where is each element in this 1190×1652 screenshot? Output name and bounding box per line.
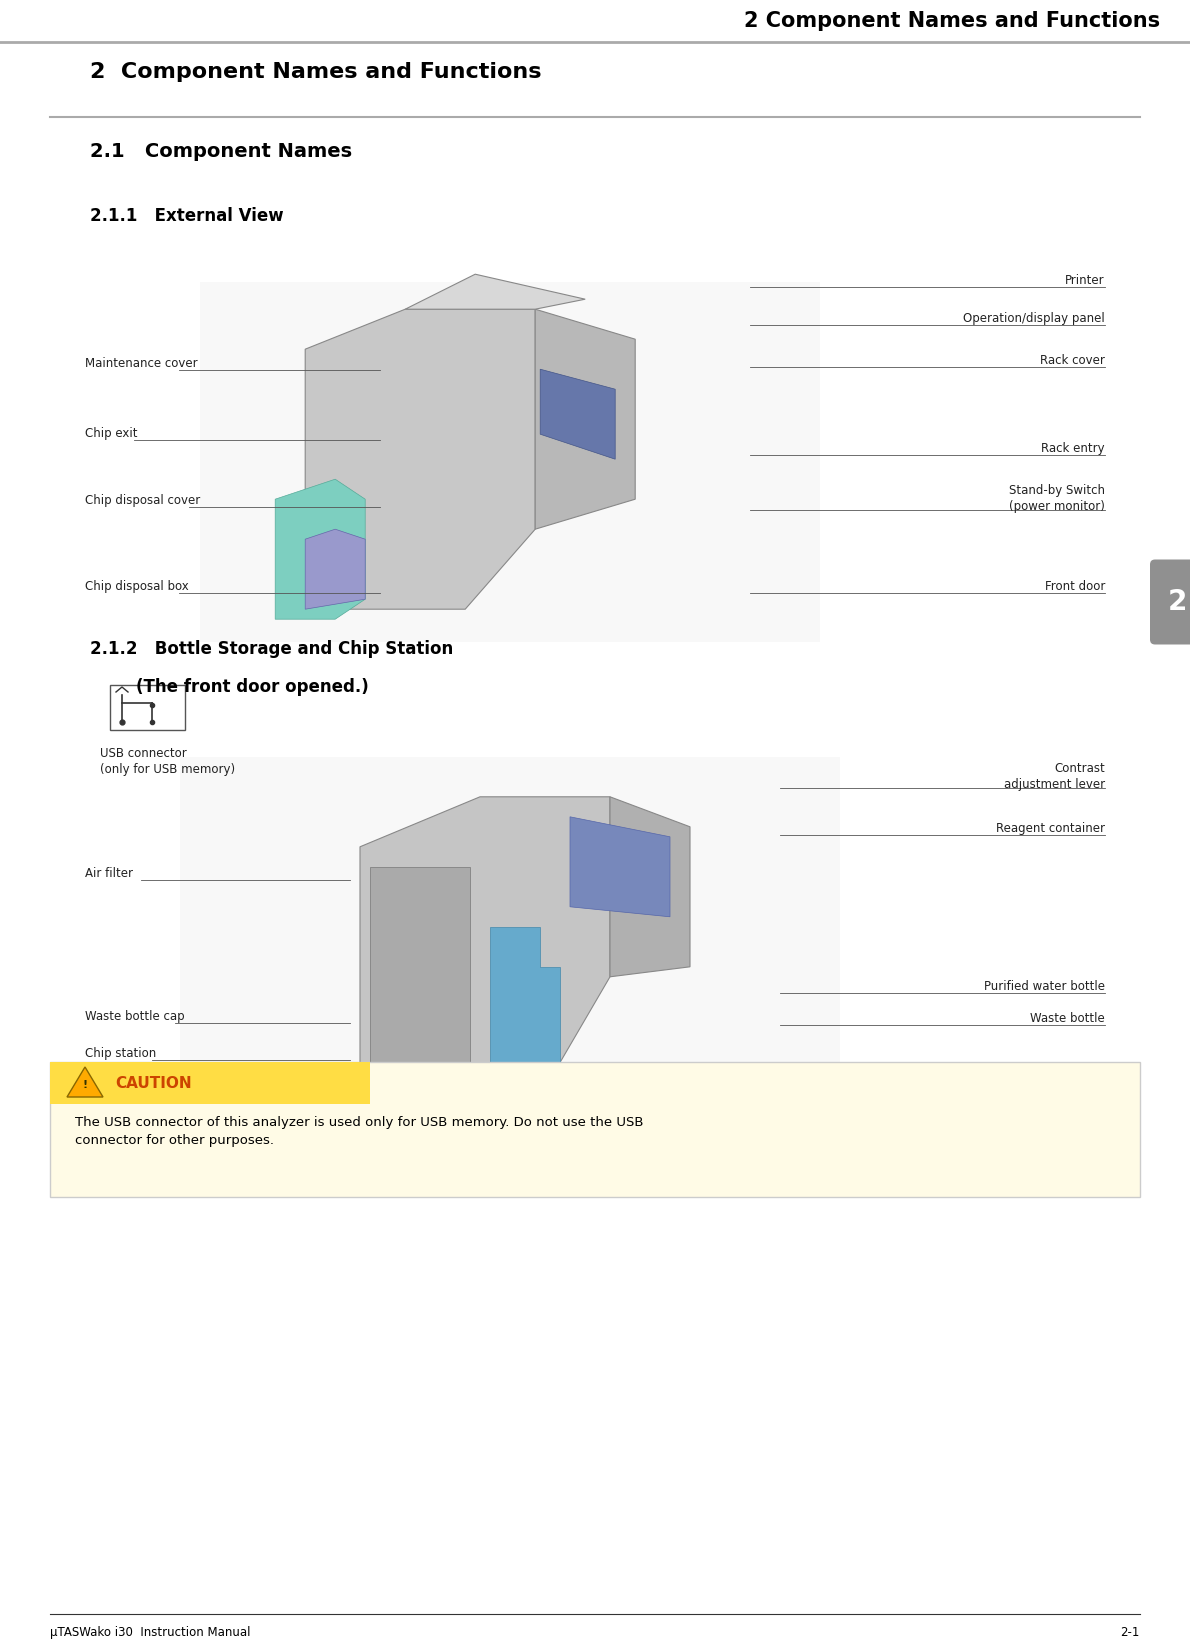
Text: Rack cover: Rack cover — [1040, 354, 1106, 367]
Text: Contrast
adjustment lever: Contrast adjustment lever — [1004, 762, 1106, 791]
Text: Printer: Printer — [1065, 274, 1106, 287]
Text: 2  Component Names and Functions: 2 Component Names and Functions — [90, 63, 541, 83]
Polygon shape — [536, 309, 635, 529]
Text: 2.1.1   External View: 2.1.1 External View — [90, 206, 283, 225]
Text: 2.1.2   Bottle Storage and Chip Station: 2.1.2 Bottle Storage and Chip Station — [90, 639, 453, 657]
Text: CAUTION: CAUTION — [115, 1075, 192, 1090]
Text: 2-1: 2-1 — [1121, 1626, 1140, 1639]
Text: Front door: Front door — [1045, 580, 1106, 593]
FancyBboxPatch shape — [50, 1062, 1140, 1198]
Bar — [180, 757, 840, 1122]
Text: Stand-by Switch
(power monitor): Stand-by Switch (power monitor) — [1009, 484, 1106, 514]
Text: Maintenance cover: Maintenance cover — [84, 357, 198, 370]
FancyBboxPatch shape — [1150, 560, 1190, 644]
Polygon shape — [305, 309, 536, 610]
Text: Waste bottle: Waste bottle — [1031, 1013, 1106, 1024]
Text: Waste bottle cap: Waste bottle cap — [84, 1009, 184, 1023]
Text: Rack entry: Rack entry — [1041, 443, 1106, 454]
Bar — [200, 282, 820, 643]
Polygon shape — [570, 816, 670, 917]
Polygon shape — [406, 274, 585, 309]
Polygon shape — [67, 1067, 104, 1097]
Bar — [50, 1062, 370, 1104]
Text: USB connector
(only for USB memory): USB connector (only for USB memory) — [100, 747, 236, 776]
Bar — [109, 686, 184, 730]
Polygon shape — [305, 529, 365, 610]
Polygon shape — [540, 368, 615, 459]
Polygon shape — [275, 479, 365, 620]
Text: Operation/display panel: Operation/display panel — [963, 312, 1106, 325]
Polygon shape — [610, 796, 690, 976]
Text: (The front door opened.): (The front door opened.) — [90, 677, 369, 695]
Bar — [0, 0, 1190, 41]
Text: Chip disposal box: Chip disposal box — [84, 580, 189, 593]
Text: 2.1   Component Names: 2.1 Component Names — [90, 142, 352, 160]
Text: Chip disposal cover: Chip disposal cover — [84, 494, 200, 507]
Text: 2 Component Names and Functions: 2 Component Names and Functions — [744, 12, 1160, 31]
Text: Reagent container: Reagent container — [996, 823, 1106, 834]
Polygon shape — [370, 867, 470, 1077]
Text: Purified water bottle: Purified water bottle — [984, 980, 1106, 993]
Text: !: ! — [82, 1080, 88, 1090]
Text: Chip exit: Chip exit — [84, 426, 138, 439]
Polygon shape — [490, 927, 560, 1087]
Text: Air filter: Air filter — [84, 867, 133, 881]
Text: Chip station: Chip station — [84, 1047, 156, 1061]
Text: The USB connector of this analyzer is used only for USB memory. Do not use the U: The USB connector of this analyzer is us… — [75, 1117, 644, 1146]
Text: 2: 2 — [1167, 588, 1188, 616]
Polygon shape — [361, 796, 610, 1097]
Text: μTASWako i30  Instruction Manual: μTASWako i30 Instruction Manual — [50, 1626, 251, 1639]
